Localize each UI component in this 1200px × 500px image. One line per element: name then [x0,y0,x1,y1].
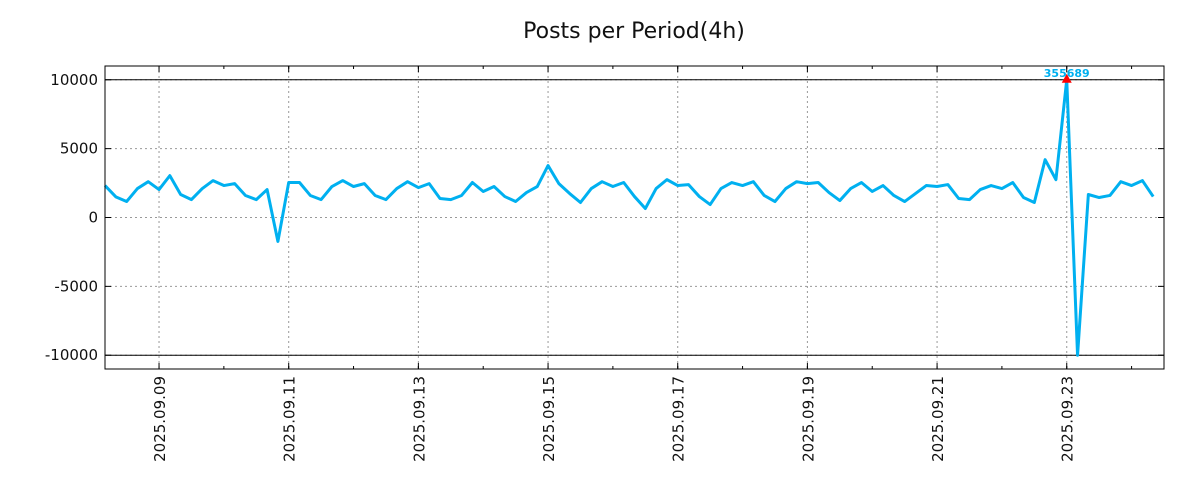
peak-annotation: 355689 [1044,67,1090,83]
series-posts [103,78,1155,357]
x-tick-label: 2025.09.15 [540,376,558,462]
peak-marker-triangle [1061,73,1072,83]
x-tick-label: 2025.09.23 [1059,376,1077,462]
x-axis: 2025.09.09 2025.09.11 2025.09.13 2025.09.15… [151,66,1133,462]
y-tick-label: -5000 [54,277,98,295]
clip-limit-lines [105,79,1164,356]
x-tick-label: 2025.09.21 [929,376,947,462]
x-tick-label: 2025.09.13 [410,376,428,462]
peak-label: 355689 [1044,67,1090,80]
y-tick-label: 5000 [60,140,98,158]
y-tick-label: 10000 [50,71,98,89]
x-tick-label: 2025.09.09 [151,376,169,462]
y-axis: 10000 5000 0 -5000 -10000 [45,71,1164,364]
x-tick-label: 2025.09.19 [799,376,817,462]
grid [105,66,1164,369]
y-tick-label: 0 [88,209,98,227]
x-tick-label: 2025.09.11 [281,376,299,462]
x-tick-label: 2025.09.17 [670,376,688,462]
chart-title: Posts per Period(4h) [523,19,745,44]
y-tick-label: -10000 [45,346,98,364]
series-line [103,78,1155,357]
